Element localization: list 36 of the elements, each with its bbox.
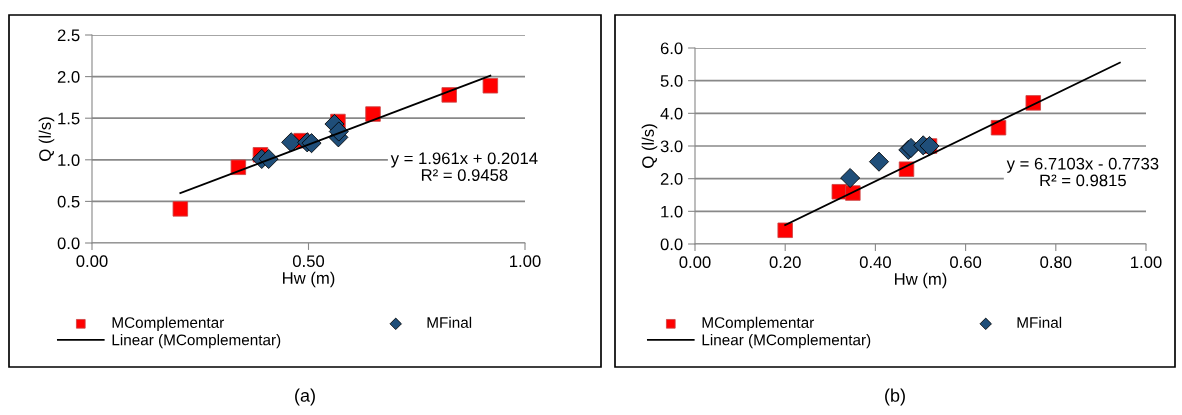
x-tick-label: 0.00 — [76, 255, 108, 268]
y-tick-label: 2.0 — [660, 173, 683, 185]
x-tick-label: 0.80 — [1040, 256, 1072, 269]
legend-label: MComplementar — [702, 316, 815, 332]
y-tick-label: 5.0 — [660, 75, 683, 87]
y-tick-label: 0.0 — [660, 238, 683, 251]
y-tick-label: 1.0 — [58, 154, 80, 166]
y-tick-label: 2.0 — [57, 71, 80, 83]
text: (b) — [885, 388, 905, 406]
y-axis-title: Q (l/s) — [641, 124, 658, 168]
x-axis-title: Hw (m) — [895, 272, 947, 289]
y-tick-label: 0.0 — [57, 237, 80, 250]
legend-label: Linear (MComplementar) — [702, 334, 871, 349]
y-tick-label: 3.0 — [660, 140, 683, 153]
y-tick-label: 1.0 — [661, 205, 683, 218]
annotation: y = 6.7103x - 0.7733 R² = 0.9815 — [1006, 157, 1159, 187]
x-tick-label: 0.60 — [950, 256, 982, 269]
y-tick-label: 4.0 — [660, 107, 683, 120]
x-tick-label: 0.00 — [679, 256, 711, 269]
annotation: y = 1.961x + 0.2014 R² = 0.9458 — [390, 152, 538, 181]
legend-label: MFinal — [1017, 316, 1062, 328]
x-tick-label: 1.00 — [510, 255, 541, 268]
y-tick-label: 0.5 — [57, 195, 80, 208]
y-axis-title: Q (l/s) — [38, 117, 55, 161]
y-tick-label: 6.0 — [660, 42, 683, 55]
legend-label: MFinal — [427, 316, 472, 328]
x-tick-label: 0.40 — [859, 256, 891, 269]
y-tick-label: 1.5 — [58, 112, 80, 125]
legend-label: Linear (MComplementar) — [112, 334, 281, 349]
x-tick-label: 0.50 — [292, 255, 325, 268]
x-tick-label: 0.20 — [769, 256, 801, 269]
y-tick-label: 2.5 — [57, 29, 80, 42]
text: (a) — [295, 388, 315, 406]
x-tick-label: 1.00 — [1131, 256, 1162, 269]
x-axis-title: Hw (m) — [283, 271, 335, 288]
legend-label: MComplementar — [112, 316, 225, 332]
